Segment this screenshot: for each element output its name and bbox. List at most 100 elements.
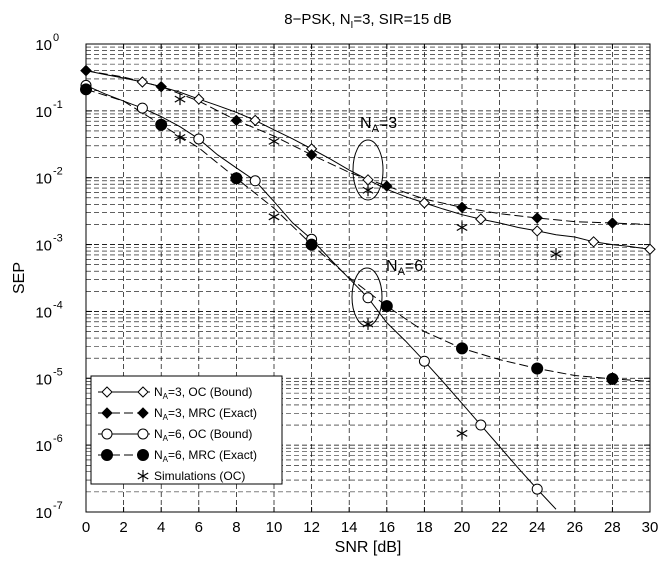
x-tick-label: 4 bbox=[157, 519, 165, 536]
series-0-point bbox=[249, 114, 261, 127]
y-tick-exponent: -4 bbox=[53, 299, 63, 311]
series-2-point bbox=[249, 175, 261, 187]
series-line-0 bbox=[86, 70, 650, 250]
series-2-point bbox=[136, 102, 148, 114]
y-tick-label: 10 bbox=[35, 104, 52, 121]
x-tick-labels: 0 2 4 6 8 10 12 14 16 18 20 22 24 26 28 30 bbox=[82, 519, 659, 536]
series-0-point bbox=[475, 213, 487, 225]
series-2-point bbox=[531, 483, 543, 495]
chart-title-main: 8−PSK, N bbox=[284, 11, 350, 28]
series-3-point bbox=[380, 300, 393, 313]
series-4-point bbox=[174, 93, 186, 106]
asterisk-stroke bbox=[137, 472, 149, 480]
y-axis-label: SEP bbox=[11, 262, 28, 294]
series-3-point bbox=[531, 362, 544, 375]
legend-marker-3 bbox=[101, 449, 113, 461]
chart-title: 8−PSK, NI=3, SIR=15 dB bbox=[284, 11, 451, 31]
series-0-point bbox=[587, 236, 600, 248]
series-3-point bbox=[305, 238, 318, 251]
x-tick-label: 10 bbox=[266, 519, 283, 536]
y-tick-exponent: -5 bbox=[53, 366, 63, 378]
legend-marker-1 bbox=[101, 407, 113, 419]
asterisk-stroke bbox=[550, 250, 562, 258]
y-tick-label: 10 bbox=[35, 37, 52, 54]
x-tick-label: 14 bbox=[341, 519, 358, 536]
y-tick-label: 10 bbox=[35, 304, 52, 321]
legend: NA=3, OC (Bound) NA=3, MRC (Exact) NA=6,… bbox=[90, 375, 283, 485]
series-0-point bbox=[136, 76, 149, 88]
series-4-point bbox=[456, 221, 468, 234]
series-3-point bbox=[155, 118, 168, 131]
x-tick-label: 12 bbox=[303, 519, 320, 536]
y-tick-exponent: -2 bbox=[53, 166, 63, 178]
asterisk-stroke bbox=[268, 213, 280, 221]
series-line-1 bbox=[86, 70, 650, 225]
series-1-point bbox=[230, 114, 243, 127]
annotation-label-na3: NA=3 bbox=[360, 115, 397, 135]
legend-label-simulations: Simulations (OC) bbox=[154, 469, 245, 483]
x-tick-label: 18 bbox=[416, 519, 433, 536]
series-4-point bbox=[268, 135, 280, 148]
y-tick-label: 10 bbox=[35, 505, 52, 522]
y-tick-label: 10 bbox=[35, 438, 52, 455]
series-1-point bbox=[531, 212, 543, 224]
annotation-ellipse-na6 bbox=[351, 267, 383, 327]
x-tick-label: 24 bbox=[529, 519, 546, 536]
legend-label-na6-mrc: NA=6, MRC (Exact) bbox=[154, 448, 257, 464]
series-1-point bbox=[381, 180, 393, 192]
legend-box bbox=[90, 375, 283, 485]
legend-marker-0 bbox=[137, 386, 149, 398]
x-tick-label: 30 bbox=[642, 519, 659, 536]
axis-ticks bbox=[85, 43, 651, 513]
x-tick-label: 26 bbox=[566, 519, 583, 536]
series-5-point bbox=[174, 131, 186, 144]
x-tick-label: 2 bbox=[119, 519, 127, 536]
y-tick-exponent: -3 bbox=[53, 233, 63, 245]
asterisk-stroke bbox=[174, 133, 186, 141]
asterisk-stroke bbox=[268, 137, 280, 145]
legend-label-na3-mrc: NA=3, MRC (Exact) bbox=[154, 406, 257, 422]
asterisk-stroke bbox=[362, 186, 374, 194]
series-1-point bbox=[456, 201, 468, 214]
series-2-point bbox=[362, 292, 374, 304]
y-tick-label: 10 bbox=[35, 238, 52, 255]
legend-marker-0 bbox=[101, 386, 113, 398]
legend-label-na3-oc: NA=3, OC (Bound) bbox=[154, 385, 252, 401]
series-5-point bbox=[268, 210, 280, 223]
y-tick-exponent: -6 bbox=[53, 433, 63, 445]
x-tick-label: 8 bbox=[232, 519, 240, 536]
series-0-point bbox=[193, 93, 205, 105]
series-1-point bbox=[155, 80, 167, 93]
asterisk-stroke bbox=[174, 95, 186, 103]
series-0-point bbox=[644, 243, 656, 255]
series-0-point bbox=[418, 197, 431, 209]
series-2-point bbox=[475, 419, 487, 431]
x-tick-label: 22 bbox=[491, 519, 508, 536]
x-tick-label: 28 bbox=[604, 519, 621, 536]
x-tick-label: 20 bbox=[454, 519, 471, 536]
legend-marker-2 bbox=[137, 428, 149, 440]
y-tick-label: 10 bbox=[35, 371, 52, 388]
series-3-point bbox=[230, 172, 243, 185]
series-3-point bbox=[456, 342, 468, 355]
series-line-3 bbox=[86, 88, 650, 382]
legend-marker-3 bbox=[137, 449, 149, 461]
y-tick-label: 10 bbox=[35, 171, 52, 188]
series-0-point bbox=[362, 174, 374, 186]
series-1-point bbox=[305, 149, 318, 161]
annotation-label-na6: NA=6 bbox=[386, 258, 423, 278]
legend-marker-2 bbox=[101, 428, 113, 440]
series-4-point bbox=[550, 248, 562, 261]
series-1-point bbox=[80, 64, 92, 77]
legend-marker-1 bbox=[137, 407, 149, 419]
series-5-point bbox=[362, 317, 374, 330]
asterisk-stroke bbox=[456, 429, 468, 437]
plot-frame bbox=[85, 43, 651, 513]
series-5-point bbox=[456, 427, 468, 440]
x-axis-label: SNR [dB] bbox=[335, 539, 402, 556]
x-tick-label: 6 bbox=[195, 519, 203, 536]
series-2-point bbox=[418, 355, 430, 367]
chart-title-sub: I bbox=[351, 20, 354, 31]
